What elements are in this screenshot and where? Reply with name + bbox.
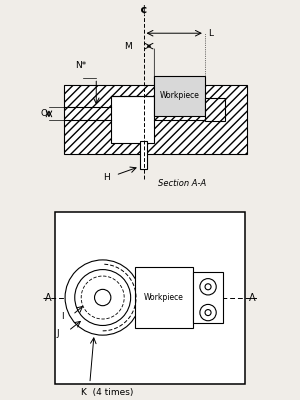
Text: H: H — [103, 173, 110, 182]
Text: ¢: ¢ — [140, 4, 147, 14]
Text: L: L — [208, 29, 213, 38]
Text: Workpiece: Workpiece — [160, 92, 200, 100]
Bar — [193, 272, 223, 323]
Text: K  (4 times): K (4 times) — [81, 388, 134, 397]
Bar — [140, 141, 147, 169]
Bar — [56, 212, 244, 384]
Bar — [154, 76, 205, 116]
Circle shape — [65, 260, 140, 335]
Bar — [205, 98, 225, 121]
Circle shape — [94, 289, 111, 306]
Text: A: A — [249, 292, 255, 302]
Text: O: O — [40, 109, 47, 118]
Bar — [111, 96, 154, 143]
Circle shape — [200, 304, 216, 321]
Circle shape — [75, 270, 130, 326]
Text: Workpiece: Workpiece — [144, 293, 184, 302]
Circle shape — [205, 310, 211, 316]
Text: N*: N* — [75, 61, 86, 70]
Bar — [111, 96, 154, 143]
Circle shape — [200, 279, 216, 295]
Bar — [64, 85, 247, 154]
Text: Section A-A: Section A-A — [158, 179, 206, 188]
Text: A: A — [45, 292, 51, 302]
Bar — [135, 268, 193, 328]
Text: J: J — [56, 328, 59, 338]
Circle shape — [205, 284, 211, 290]
Text: I: I — [61, 312, 63, 321]
Text: M: M — [124, 42, 132, 51]
